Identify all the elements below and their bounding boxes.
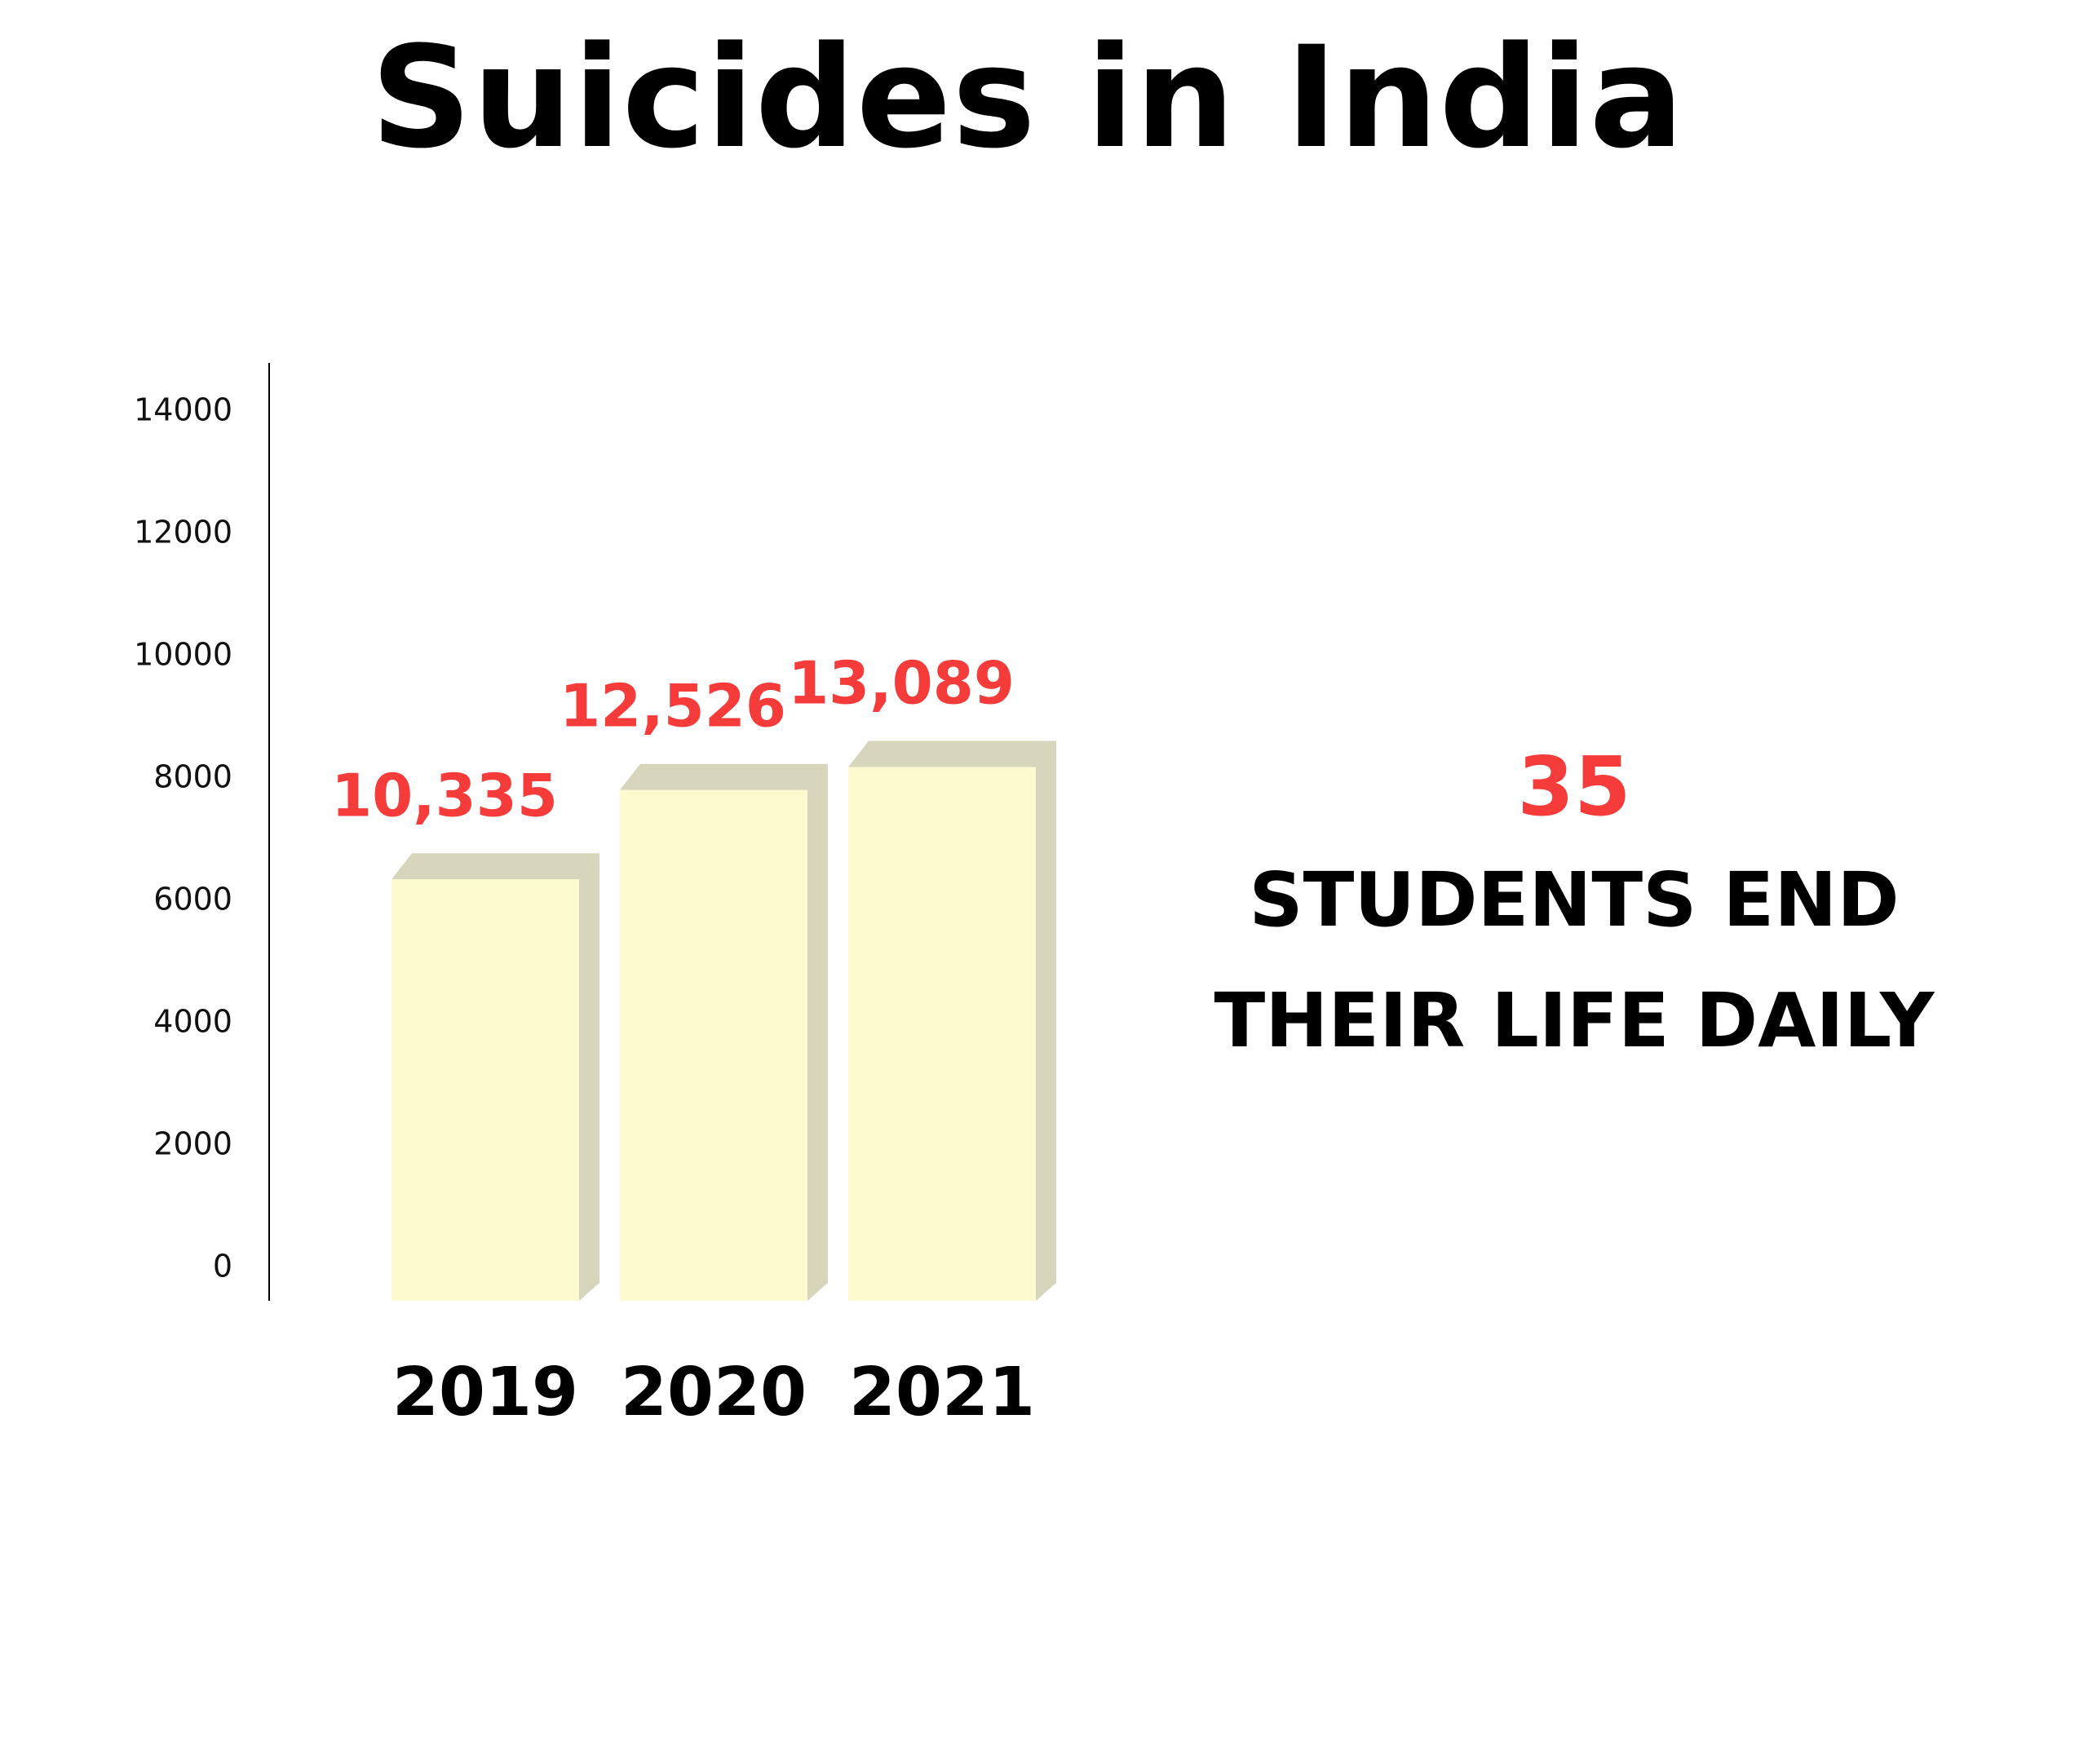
bar-top-face xyxy=(392,853,599,880)
bar-top-face xyxy=(620,763,828,790)
bar-side-face xyxy=(579,853,599,1301)
bar-value-label: 12,526 xyxy=(560,672,786,741)
y-tick-label: 8000 xyxy=(153,759,232,795)
x-category-label: 2021 xyxy=(849,1354,1035,1431)
x-category-label: 2019 xyxy=(392,1354,578,1431)
y-tick-label: 12000 xyxy=(134,515,232,550)
x-category-label: 2020 xyxy=(621,1354,807,1431)
bar-top-face xyxy=(848,741,1056,767)
y-tick-label: 10000 xyxy=(134,637,232,673)
y-tick-label: 2000 xyxy=(153,1126,232,1162)
y-tick-label: 6000 xyxy=(153,882,232,917)
bar xyxy=(848,767,1036,1301)
chart-title: Suicides in India xyxy=(370,15,1685,179)
stat-line-1: STUDENTS END xyxy=(1249,856,1900,944)
y-tick-label: 14000 xyxy=(134,392,232,428)
y-tick-label: 4000 xyxy=(153,1004,232,1040)
bar xyxy=(620,789,807,1301)
bar-value-label: 13,089 xyxy=(788,649,1015,718)
bar xyxy=(392,879,579,1301)
bar-side-face xyxy=(1036,741,1056,1301)
bar-value-label: 10,335 xyxy=(331,761,558,829)
stat-line-2: THEIR LIFE DAILY xyxy=(1214,977,1935,1064)
stat-callout: 35 STUDENTS END THEIR LIFE DAILY xyxy=(1093,734,2055,1081)
bar-side-face xyxy=(807,763,828,1301)
y-tick-label: 0 xyxy=(213,1249,232,1284)
stat-number: 35 xyxy=(1517,739,1631,834)
